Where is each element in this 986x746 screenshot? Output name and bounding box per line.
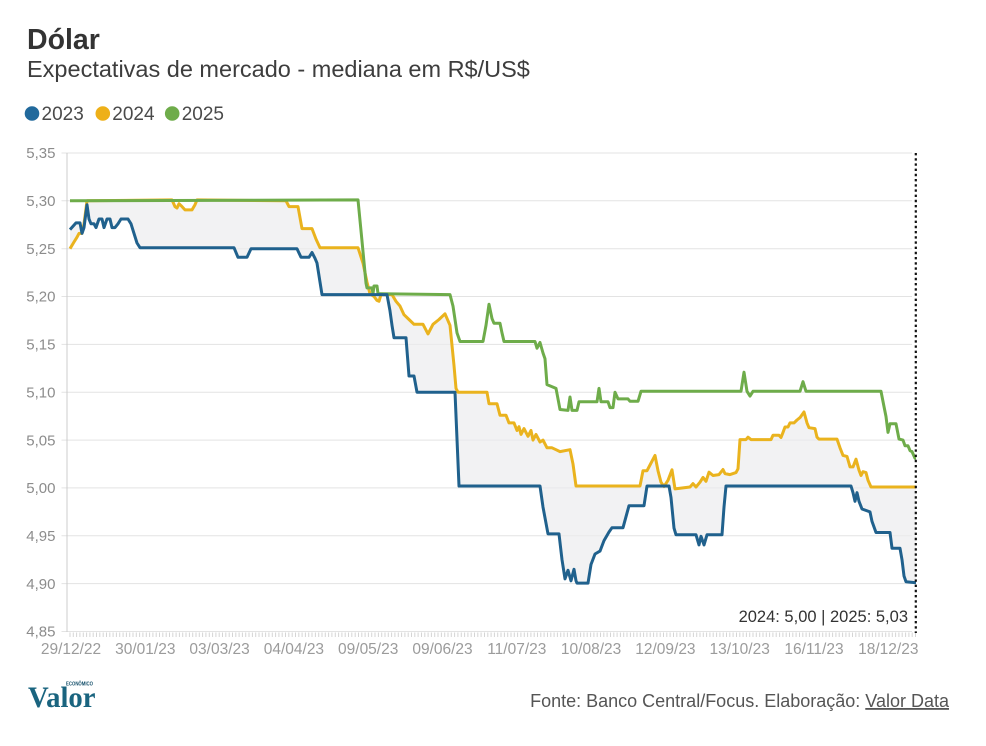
svg-text:5,00: 5,00 bbox=[26, 480, 55, 497]
svg-text:5,15: 5,15 bbox=[26, 337, 55, 354]
svg-text:5,30: 5,30 bbox=[26, 193, 55, 210]
svg-text:5,10: 5,10 bbox=[26, 384, 55, 401]
svg-text:4,90: 4,90 bbox=[26, 576, 55, 593]
svg-text:4,95: 4,95 bbox=[26, 528, 55, 545]
svg-text:13/10/23: 13/10/23 bbox=[710, 641, 770, 658]
svg-text:2025: 2025 bbox=[182, 104, 224, 125]
svg-text:12/09/23: 12/09/23 bbox=[635, 641, 695, 658]
svg-text:ECONÔMICO: ECONÔMICO bbox=[66, 680, 93, 688]
svg-text:5,35: 5,35 bbox=[26, 145, 55, 162]
svg-text:5,25: 5,25 bbox=[26, 241, 55, 258]
svg-text:11/07/23: 11/07/23 bbox=[487, 641, 546, 658]
svg-text:Dólar: Dólar bbox=[27, 24, 100, 56]
svg-text:10/08/23: 10/08/23 bbox=[561, 641, 621, 658]
svg-text:Fonte: Banco Central/Focus. El: Fonte: Banco Central/Focus. Elaboração: … bbox=[530, 691, 950, 711]
svg-text:16/11/23: 16/11/23 bbox=[784, 641, 843, 658]
svg-text:29/12/22: 29/12/22 bbox=[41, 641, 101, 658]
svg-text:5,20: 5,20 bbox=[26, 289, 55, 306]
svg-text:2023: 2023 bbox=[42, 104, 84, 125]
svg-text:5,05: 5,05 bbox=[26, 432, 55, 449]
svg-text:09/05/23: 09/05/23 bbox=[338, 641, 398, 658]
svg-text:04/04/23: 04/04/23 bbox=[264, 641, 324, 658]
svg-text:03/03/23: 03/03/23 bbox=[189, 641, 249, 658]
svg-text:Expectativas de mercado - medi: Expectativas de mercado - mediana em R$/… bbox=[27, 56, 530, 82]
svg-text:09/06/23: 09/06/23 bbox=[412, 641, 472, 658]
svg-text:2024: 2024 bbox=[112, 104, 155, 125]
svg-text:18/12/23: 18/12/23 bbox=[858, 641, 918, 658]
svg-text:4,85: 4,85 bbox=[26, 624, 55, 641]
svg-text:2024: 5,00 | 2025: 5,03: 2024: 5,00 | 2025: 5,03 bbox=[739, 608, 908, 626]
svg-text:30/01/23: 30/01/23 bbox=[115, 641, 175, 658]
svg-text:Valor: Valor bbox=[28, 681, 96, 714]
